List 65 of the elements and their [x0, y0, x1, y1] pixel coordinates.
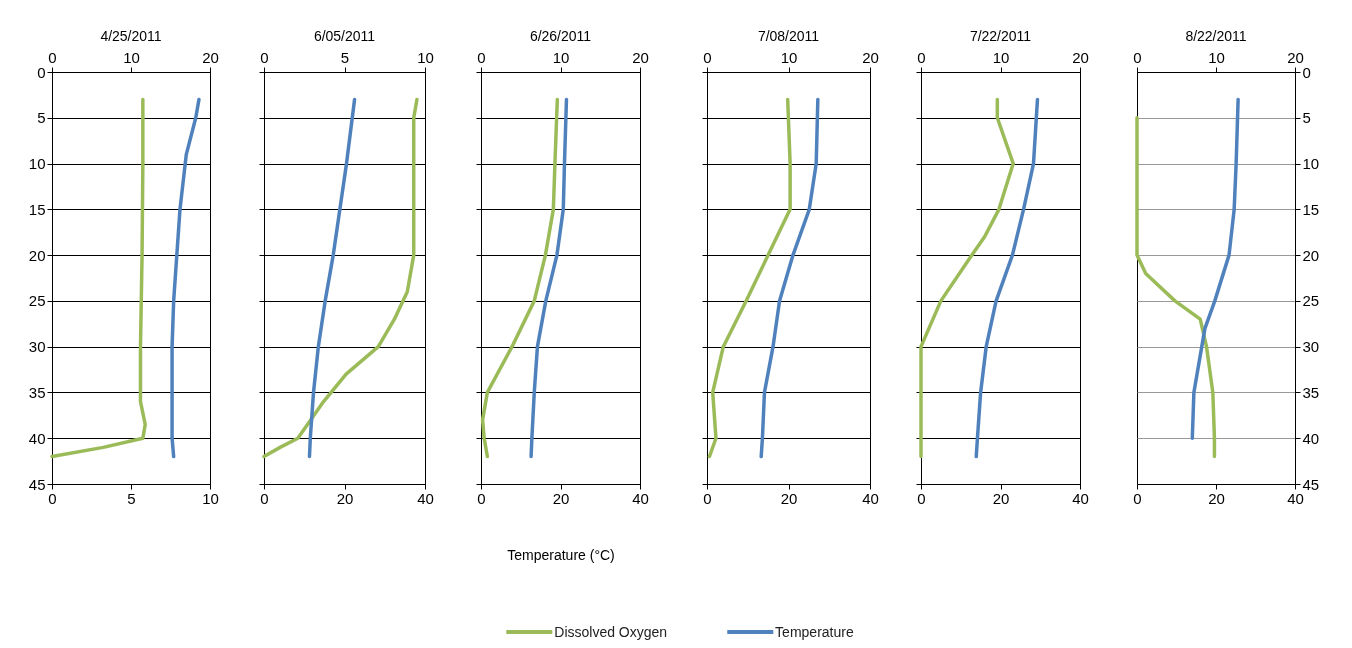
line-series: [170, 97, 201, 459]
x-tick-label: 0: [477, 489, 486, 507]
x2-tick-label: 0: [48, 48, 57, 66]
chart-title: 7/08/2011: [757, 28, 820, 44]
x-tick-label: 0: [260, 489, 269, 507]
y-tick-label: 10: [1302, 155, 1320, 173]
y-tick-label: 35: [28, 383, 46, 401]
x2-tick-label: 0: [260, 48, 269, 66]
x-tick-label: 40: [417, 489, 434, 507]
y-tick-label: 30: [28, 338, 46, 356]
x2-tick-label: 20: [632, 48, 649, 66]
x-tick-label: 5: [127, 489, 136, 507]
x-tick-label: 20: [780, 489, 798, 507]
y-tick-label: 0: [37, 63, 46, 81]
y-tick-label: 10: [28, 155, 46, 173]
x2-tick-label: 20: [1072, 48, 1089, 66]
chart-title: 7/22/2011: [969, 28, 1032, 44]
x2-tick-label: 10: [123, 48, 140, 66]
y-tick-label: 40: [28, 429, 46, 447]
x-axis-title: Temperature (°C): [507, 546, 615, 563]
x-tick-label: 20: [992, 489, 1010, 507]
x2-tick-label: 0: [917, 48, 926, 66]
x2-tick-label: 10: [552, 48, 570, 66]
x2-tick-label: 0: [703, 48, 712, 66]
legend-label: Temperature: [775, 624, 854, 640]
x-tick-label: 0: [48, 489, 57, 507]
y-tick-label: 0: [1302, 63, 1311, 81]
chart-title: 4/25/2011: [100, 28, 162, 44]
x-tick-label: 10: [202, 489, 219, 507]
x2-tick-label: 10: [417, 48, 434, 66]
y-tick-label: 45: [1302, 475, 1320, 493]
x2-tick-label: 5: [340, 48, 350, 66]
y-tick-label: 20: [28, 246, 46, 264]
y-tick-label: 15: [1302, 200, 1320, 218]
y-tick-label: 35: [1302, 383, 1320, 401]
chart-title: 6/05/2011: [313, 28, 376, 44]
x2-tick-label: 0: [1133, 48, 1142, 66]
chart-title: 6/26/2011: [529, 28, 592, 44]
x-tick-label: 0: [703, 489, 712, 507]
y-tick-label: 45: [28, 475, 46, 493]
chart-title: 8/22/2011: [1185, 28, 1247, 44]
legend-label: Dissolved Oxygen: [554, 624, 668, 640]
x-tick-label: 40: [862, 489, 879, 507]
x2-tick-label: 20: [862, 48, 879, 66]
line-series: [1190, 97, 1240, 440]
x-tick-label: 40: [632, 489, 649, 507]
x2-tick-label: 20: [202, 48, 219, 66]
y-tick-label: 15: [28, 200, 46, 218]
x2-tick-label: 0: [477, 48, 486, 66]
y-tick-label: 5: [1302, 109, 1311, 127]
x2-tick-label: 10: [1208, 48, 1225, 66]
x-tick-label: 0: [1133, 489, 1142, 507]
x-tick-label: 0: [917, 489, 926, 507]
y-tick-label: 25: [28, 292, 46, 310]
y-tick-label: 5: [37, 109, 46, 127]
y-tick-label: 25: [1302, 292, 1320, 310]
x-tick-label: 20: [552, 489, 570, 507]
y-tick-label: 30: [1302, 338, 1320, 356]
y-tick-label: 20: [1302, 246, 1320, 264]
y-tick-label: 40: [1302, 429, 1320, 447]
x-tick-label: 20: [1208, 489, 1225, 507]
x2-tick-label: 10: [992, 48, 1010, 66]
x-tick-label: 40: [1072, 489, 1089, 507]
x-tick-label: 20: [336, 489, 354, 507]
x2-tick-label: 10: [780, 48, 798, 66]
